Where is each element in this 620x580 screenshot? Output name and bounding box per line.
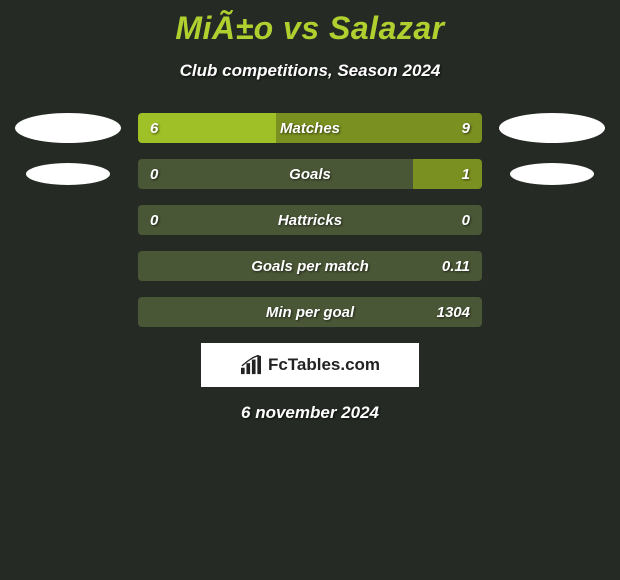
stat-row: 0Hattricks0 (0, 205, 620, 235)
stat-row: 6Matches9 (0, 113, 620, 143)
stat-bar: Goals per match0.11 (138, 251, 482, 281)
stat-bar: 6Matches9 (138, 113, 482, 143)
subtitle: Club competitions, Season 2024 (0, 61, 620, 81)
stat-bar: 0Hattricks0 (138, 205, 482, 235)
bar-text: Min per goal1304 (138, 304, 482, 321)
stat-bar: Min per goal1304 (138, 297, 482, 327)
right-value: 0 (434, 212, 470, 229)
stat-row: 0Goals1 (0, 159, 620, 189)
bar-text: Goals per match0.11 (138, 258, 482, 275)
left-value: 0 (150, 166, 186, 183)
oval-slot-left (8, 163, 128, 185)
right-value: 9 (434, 120, 470, 137)
page-title: MiÃ±o vs Salazar (0, 10, 620, 47)
logo-box: FcTables.com (201, 343, 419, 387)
logo-text: FcTables.com (268, 355, 380, 375)
left-value: 6 (150, 120, 186, 137)
stat-label: Goals (186, 166, 434, 183)
stat-label: Hattricks (186, 212, 434, 229)
stat-row: Min per goal1304 (0, 297, 620, 327)
oval-slot-right (492, 113, 612, 143)
stat-label: Goals per match (186, 258, 434, 275)
stat-row: Goals per match0.11 (0, 251, 620, 281)
bar-text: 6Matches9 (138, 120, 482, 137)
date-label: 6 november 2024 (0, 403, 620, 423)
oval-right (499, 113, 605, 143)
oval-left (26, 163, 110, 185)
bar-text: 0Hattricks0 (138, 212, 482, 229)
right-value: 1304 (434, 304, 470, 321)
left-value: 0 (150, 212, 186, 229)
right-value: 1 (434, 166, 470, 183)
oval-slot-right (492, 163, 612, 185)
stats-container: 6Matches90Goals10Hattricks0Goals per mat… (0, 113, 620, 327)
stat-label: Min per goal (186, 304, 434, 321)
bar-text: 0Goals1 (138, 166, 482, 183)
stat-bar: 0Goals1 (138, 159, 482, 189)
oval-slot-left (8, 113, 128, 143)
oval-right (510, 163, 594, 185)
right-value: 0.11 (434, 258, 470, 275)
chart-icon (240, 355, 262, 375)
content-area: MiÃ±o vs Salazar Club competitions, Seas… (0, 0, 620, 423)
oval-left (15, 113, 121, 143)
stat-label: Matches (186, 120, 434, 137)
background: MiÃ±o vs Salazar Club competitions, Seas… (0, 0, 620, 580)
